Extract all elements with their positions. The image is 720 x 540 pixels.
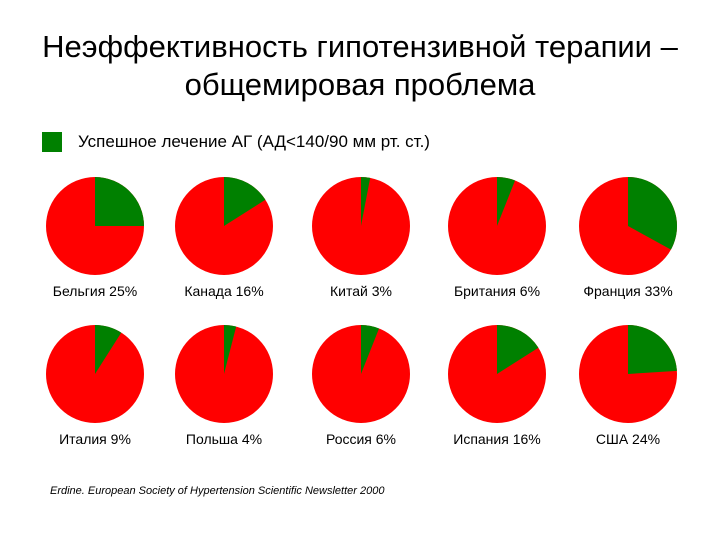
- pie-caption: Россия 6%: [326, 431, 396, 447]
- pie-caption: Китай 3%: [330, 283, 392, 299]
- pie-7: Польша 4%: [175, 325, 273, 447]
- chart-title: Неэффективность гипотензивной терапии – …: [0, 28, 720, 104]
- legend-label: Успешное лечение АГ (АД<140/90 мм рт. ст…: [78, 132, 430, 151]
- pie-caption: Британия 6%: [454, 283, 540, 299]
- pie-caption: Франция 33%: [583, 283, 672, 299]
- pie-4: Британия 6%: [448, 177, 546, 299]
- pie-caption: Польша 4%: [186, 431, 262, 447]
- pie-caption: США 24%: [596, 431, 660, 447]
- pie-1: Бельгия 25%: [46, 177, 144, 299]
- pie-caption: Канада 16%: [184, 283, 263, 299]
- pie-slice-success: [224, 325, 237, 374]
- pie-6: Италия 9%: [46, 325, 144, 447]
- pie-slice-success: [361, 177, 371, 226]
- pie-3: Китай 3%: [312, 177, 410, 299]
- pie-5: Франция 33%: [579, 177, 678, 299]
- pie-9: Испания 16%: [448, 325, 546, 447]
- legend: Успешное лечение АГ (АД<140/90 мм рт. ст…: [42, 130, 430, 154]
- pie-slice-success: [361, 325, 380, 374]
- pie-2: Канада 16%: [175, 177, 273, 299]
- pie-slice-success: [497, 325, 539, 374]
- pie-slice-success: [628, 177, 678, 250]
- pie-10: США 24%: [579, 325, 677, 447]
- pie-caption: Испания 16%: [453, 431, 540, 447]
- pie-slice-success: [224, 177, 266, 226]
- legend-swatch-success: [42, 132, 62, 152]
- pie-slice-success: [628, 325, 677, 374]
- pie-8: Россия 6%: [312, 325, 410, 447]
- pie-slice-success: [95, 177, 144, 226]
- pie-caption: Бельгия 25%: [53, 283, 137, 299]
- pie-slice-success: [95, 325, 122, 374]
- pie-caption: Италия 9%: [59, 431, 131, 447]
- chart-title-line2: общемировая проблема: [184, 67, 536, 102]
- source-citation: Erdine. European Society of Hypertension…: [50, 485, 385, 497]
- pie-slice-success: [497, 177, 516, 226]
- chart-title-line1: Неэффективность гипотензивной терапии –: [42, 29, 678, 64]
